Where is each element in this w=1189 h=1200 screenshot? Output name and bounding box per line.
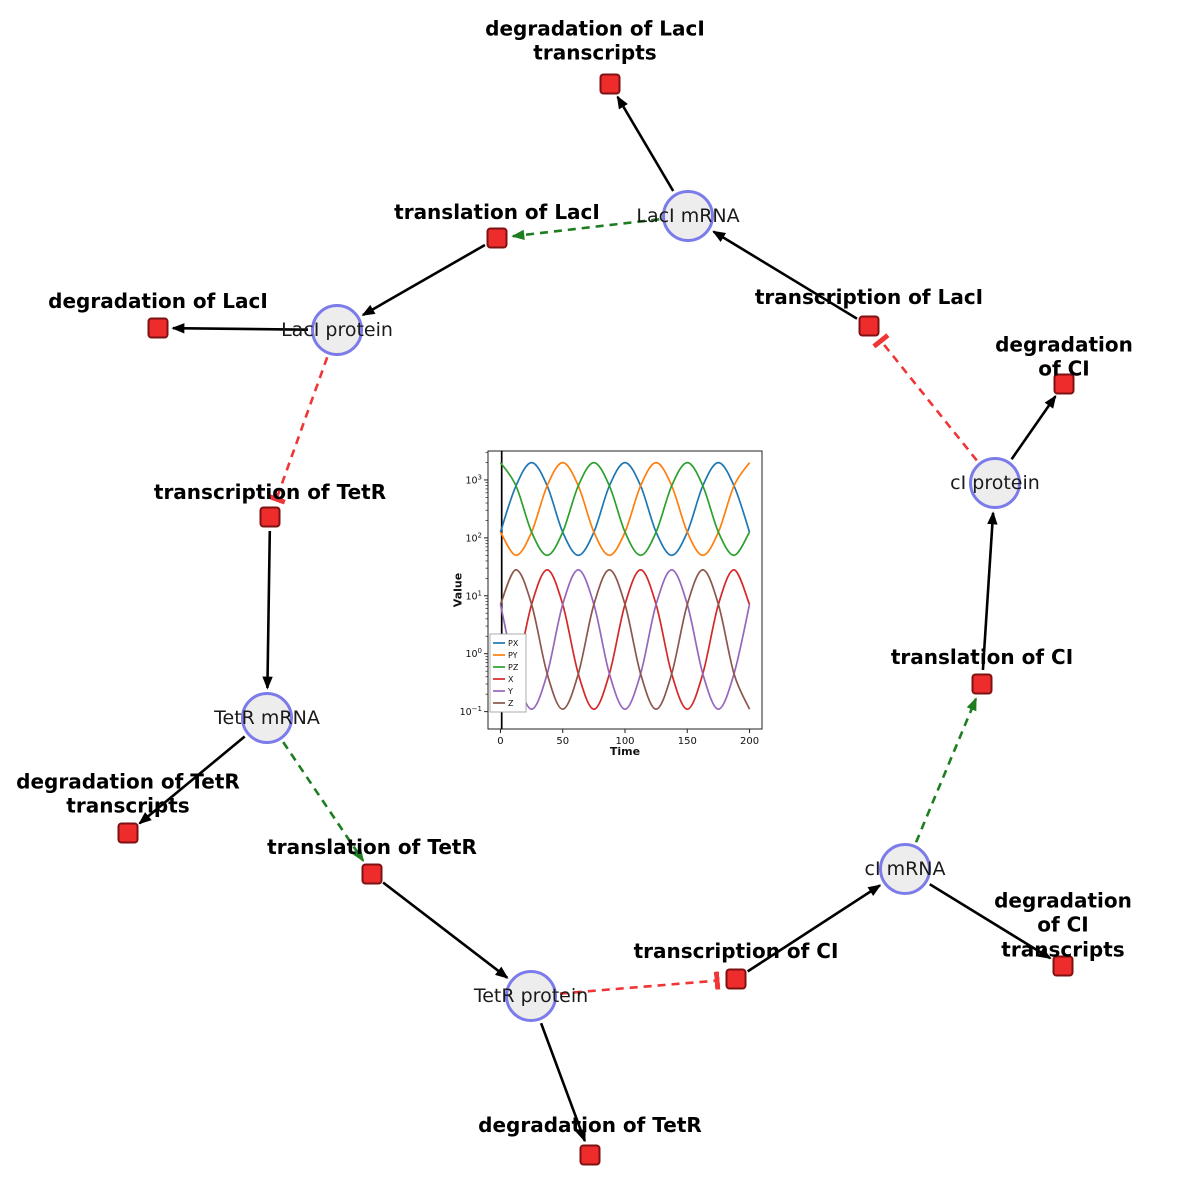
- edge-consume-tetr-protein-to-r-deg-tetr: [539, 1022, 587, 1143]
- edge-modifier-ci-mrna-to-r-transl-ci: [914, 697, 978, 843]
- x-tick-label: 200: [740, 736, 759, 747]
- edge-consume-tetr-mrna-to-r-deg-tetr-tx: [138, 735, 246, 825]
- reaction-node-r-deg-laci-tx[interactable]: [599, 73, 621, 95]
- series-line-Z: [499, 569, 751, 711]
- species-node-laci-mrna[interactable]: [662, 190, 714, 242]
- legend-label-PZ: PZ: [508, 663, 519, 672]
- reaction-node-r-transl-tetr[interactable]: [361, 863, 383, 885]
- reaction-node-r-deg-laci[interactable]: [147, 317, 169, 339]
- edge-produce-r-transc-laci-to-laci-mrna: [712, 230, 858, 320]
- x-tick-label: 150: [678, 736, 697, 747]
- y-tick-label: 100: [465, 647, 482, 660]
- legend-label-Z: Z: [508, 699, 514, 708]
- reaction-node-r-transc-ci[interactable]: [725, 968, 747, 990]
- reaction-node-r-deg-ci-tx[interactable]: [1052, 955, 1074, 977]
- timeseries-inset-chart: 0 50 100 150 200 10−1 100 101 102 103 PX PY PZ X Y Z Ti…: [450, 437, 780, 767]
- edge-produce-r-transc-ci-to-ci-mrna: [746, 884, 882, 973]
- reaction-node-r-deg-ci[interactable]: [1053, 373, 1075, 395]
- edge-produce-r-transl-ci-to-ci-protein: [981, 511, 998, 671]
- edge-consume-ci-protein-to-r-deg-ci: [1010, 394, 1057, 460]
- chart-xlabel: Time: [609, 745, 641, 758]
- legend-label-X: X: [508, 675, 514, 684]
- series-line-PX: [499, 461, 751, 557]
- edge-produce-r-transl-tetr-to-tetr-protein: [382, 881, 509, 979]
- x-tick-label: 100: [615, 736, 634, 747]
- species-node-ci-protein[interactable]: [969, 457, 1021, 509]
- reaction-node-r-transl-laci[interactable]: [486, 227, 508, 249]
- plot-frame: [487, 450, 763, 730]
- edge-produce-r-transl-laci-to-laci-protein: [361, 243, 486, 317]
- chart-canvas: 0 50 100 150 200 10−1 100 101 102 103 PX PY PZ XYZ: [460, 450, 763, 747]
- edge-inhibit-laci-protein-to-r-transc-tetr: [267, 356, 329, 505]
- edge-inhibit-ci-protein-to-r-transc-laci: [872, 333, 978, 462]
- series-line-Y: [499, 569, 751, 711]
- legend-box: [489, 633, 527, 713]
- edge-consume-ci-mrna-to-r-deg-ci-tx: [929, 883, 1052, 960]
- edge-consume-laci-mrna-to-r-deg-laci-tx: [616, 95, 675, 192]
- edge-modifier-tetr-mrna-to-r-transl-tetr: [282, 741, 365, 863]
- edge-inhibit-tetr-protein-to-r-transc-ci: [559, 971, 721, 995]
- legend-label-PX: PX: [508, 639, 519, 648]
- edge-modifier-laci-mrna-to-r-transl-laci: [511, 218, 660, 241]
- reaction-node-r-transl-ci[interactable]: [971, 673, 993, 695]
- y-tick-label: 103: [465, 473, 482, 486]
- species-node-tetr-mrna[interactable]: [241, 692, 293, 744]
- species-node-tetr-protein[interactable]: [505, 970, 557, 1022]
- reaction-node-r-transc-laci[interactable]: [858, 315, 880, 337]
- legend-label-PY: PY: [508, 651, 518, 660]
- series-line-PZ: [499, 461, 751, 557]
- edge-consume-laci-protein-to-r-deg-laci: [171, 323, 309, 334]
- reaction-node-r-deg-tetr[interactable]: [579, 1144, 601, 1166]
- chart-ylabel: Value: [451, 572, 465, 608]
- reaction-node-r-deg-tetr-tx[interactable]: [117, 822, 139, 844]
- x-tick-label: 0: [497, 736, 503, 747]
- y-tick-label: 101: [465, 589, 482, 602]
- edge-produce-r-transc-tetr-to-tetr-mrna: [262, 530, 273, 690]
- reaction-node-r-transc-tetr[interactable]: [259, 506, 281, 528]
- legend-label-Y: Y: [507, 687, 513, 696]
- species-node-laci-protein[interactable]: [311, 304, 363, 356]
- x-tick-label: 50: [556, 736, 569, 747]
- y-tick-label: 102: [465, 531, 482, 544]
- y-tick-label: 10−1: [460, 705, 482, 718]
- species-node-ci-mrna[interactable]: [879, 843, 931, 895]
